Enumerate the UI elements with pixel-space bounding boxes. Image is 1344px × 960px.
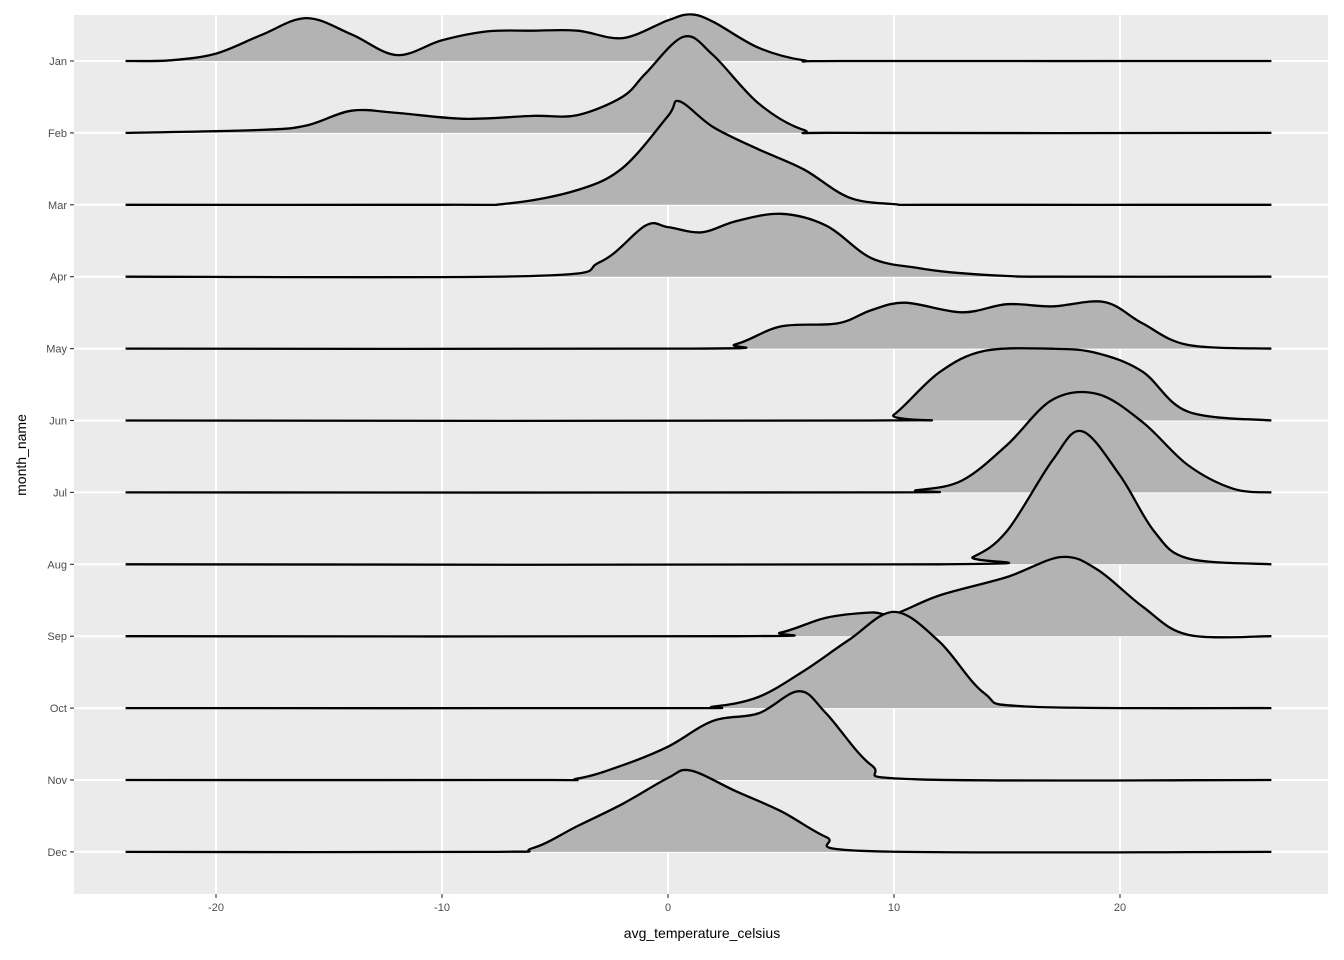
ridge-line-dec xyxy=(125,768,1272,854)
y-tick-label: Jan xyxy=(49,56,67,68)
ridge-fill-sep xyxy=(125,556,1272,638)
ridge-fill-mar xyxy=(125,100,1272,205)
x-tick-label: 20 xyxy=(1114,902,1126,914)
ridge-line-jun xyxy=(125,347,1272,423)
ridge-may xyxy=(125,300,1272,351)
ridge-jul xyxy=(125,390,1272,494)
y-tick-label: Jul xyxy=(53,487,67,499)
ridge-line-mar xyxy=(125,99,1272,207)
ridge-dec xyxy=(125,768,1272,854)
ridge-line-jan xyxy=(125,13,1272,63)
ridge-line-oct xyxy=(125,610,1272,710)
x-axis-title: avg_temperature_celsius xyxy=(624,925,780,941)
y-tick-label: Apr xyxy=(50,272,67,284)
ridge-aug xyxy=(125,429,1272,566)
y-tick-label: Jun xyxy=(49,416,67,428)
x-tick-label: 10 xyxy=(888,902,900,914)
y-tick-label: Feb xyxy=(48,128,67,140)
ridge-fill-jul xyxy=(125,391,1272,493)
ridge-line-jul xyxy=(125,390,1272,494)
ridge-fill-jun xyxy=(125,348,1272,421)
axes: -20 -10 0 10 20 Jan Feb Mar Apr May Jun Jul Aug Sep Oc… xyxy=(46,56,1126,914)
ridge-jun xyxy=(125,347,1272,423)
ridge-apr xyxy=(125,212,1272,279)
ridge-jan xyxy=(125,13,1272,63)
y-tick-label: Nov xyxy=(47,775,67,787)
y-tick-label: Oct xyxy=(50,703,67,715)
ridge-fill-jan xyxy=(125,14,1272,62)
y-tick-label: Aug xyxy=(47,559,67,571)
ridge-fill-nov xyxy=(125,691,1272,781)
ridge-line-may xyxy=(125,300,1272,351)
ridge-mar xyxy=(125,99,1272,207)
x-tick-label: -20 xyxy=(208,902,224,914)
ridge-fill-aug xyxy=(125,430,1272,565)
y-tick-label: Sep xyxy=(47,631,67,643)
ridges xyxy=(125,13,1272,854)
ridge-fill-apr xyxy=(125,213,1272,278)
x-tick-label: -10 xyxy=(434,902,450,914)
ridge-oct xyxy=(125,610,1272,710)
ridge-line-aug xyxy=(125,429,1272,566)
ridge-line-apr xyxy=(125,212,1272,279)
ridge-fill-may xyxy=(125,301,1272,349)
y-axis-title: month_name xyxy=(13,414,29,496)
y-tick-label: Mar xyxy=(48,200,67,212)
ridge-nov xyxy=(125,690,1272,782)
ridge-feb xyxy=(125,35,1272,135)
ridge-line-nov xyxy=(125,690,1272,782)
y-tick-label: Dec xyxy=(47,847,67,859)
ridge-line-feb xyxy=(125,35,1272,135)
y-tick-label: May xyxy=(46,344,67,356)
x-tick-label: 0 xyxy=(665,902,671,914)
ridge-fill-dec xyxy=(125,769,1272,853)
ridge-fill-feb xyxy=(125,36,1272,134)
